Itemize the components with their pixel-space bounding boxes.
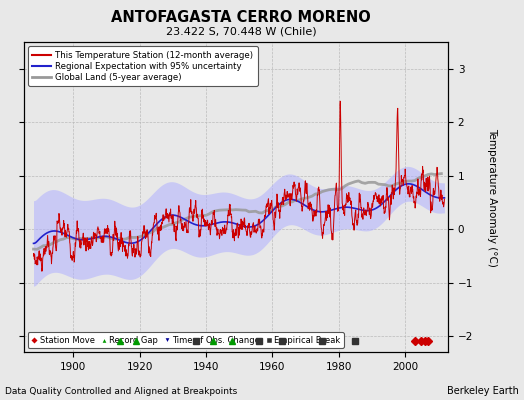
Text: Data Quality Controlled and Aligned at Breakpoints: Data Quality Controlled and Aligned at B… <box>5 387 237 396</box>
Legend: Station Move, Record Gap, Time of Obs. Change, Empirical Break: Station Move, Record Gap, Time of Obs. C… <box>28 332 344 348</box>
Text: Berkeley Earth: Berkeley Earth <box>447 386 519 396</box>
Text: 23.422 S, 70.448 W (Chile): 23.422 S, 70.448 W (Chile) <box>166 26 316 36</box>
Text: ANTOFAGASTA CERRO MORENO: ANTOFAGASTA CERRO MORENO <box>111 10 371 25</box>
Y-axis label: Temperature Anomaly (°C): Temperature Anomaly (°C) <box>487 128 497 266</box>
